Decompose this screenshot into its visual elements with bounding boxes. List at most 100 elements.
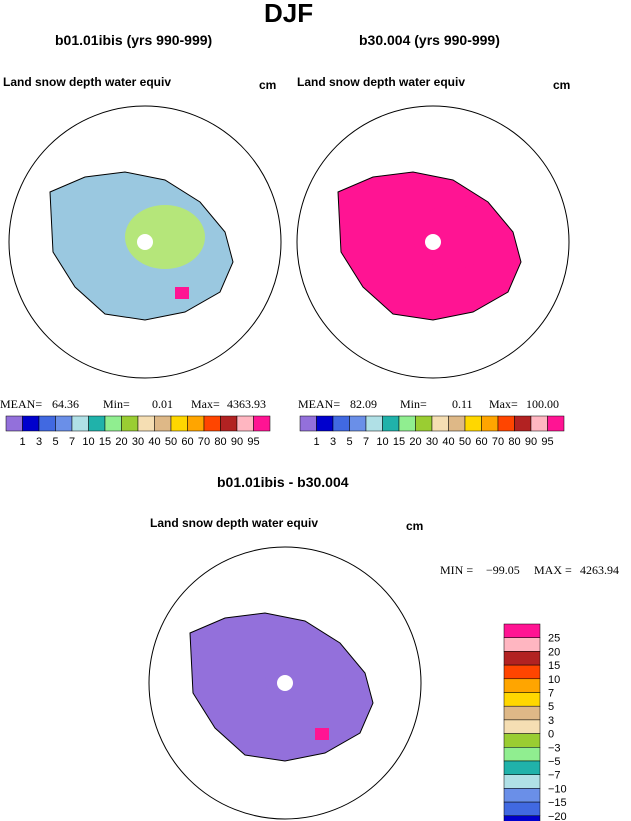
panel1-title: b01.01ibis (yrs 990-999) (55, 32, 213, 48)
colorbar3-tick: −7 (548, 770, 561, 782)
panel1-mean: 64.36 (52, 397, 79, 411)
colorbar1-swatch (55, 415, 73, 432)
colorbar2-swatch (514, 415, 532, 432)
colorbar3-tick: 25 (548, 633, 560, 645)
colorbar2-swatch (497, 415, 515, 432)
colorbar2-swatch (431, 415, 449, 432)
colorbar3-swatch (503, 774, 541, 789)
colorbar1-tick: 30 (132, 436, 144, 448)
panel3-max: 4263.94 (580, 563, 619, 577)
map-boundary-1 (8, 105, 282, 379)
colorbar1-tick: 1 (19, 436, 25, 448)
colorbar2-swatch (299, 415, 317, 432)
colorbar2-tick: 5 (346, 436, 352, 448)
colorbar1-swatch (104, 415, 122, 432)
colorbar1-swatch (71, 415, 89, 432)
colorbar2-swatch (398, 415, 416, 432)
map-boundary-2 (296, 105, 570, 379)
panel1-max-label: Max= (191, 397, 220, 411)
colorbar3-swatch (503, 637, 541, 652)
colorbar1-tick: 90 (231, 436, 243, 448)
panel2-mean: 82.09 (350, 397, 377, 411)
colorbar2-tick: 95 (541, 436, 553, 448)
colorbar2-tick: 40 (442, 436, 454, 448)
colorbar3-tick: 20 (548, 646, 560, 658)
interior-field-2 (413, 205, 493, 269)
colorbar1-swatch (253, 415, 271, 432)
colorbar3-swatch (503, 719, 541, 734)
colorbar2-swatch (547, 415, 565, 432)
colorbar2-tick: 90 (525, 436, 537, 448)
colorbar2-swatch (316, 415, 334, 432)
panel2-units: cm (553, 78, 571, 92)
colorbar2-swatch (415, 415, 433, 432)
colorbar2-swatch (349, 415, 367, 432)
panel3-min: −99.05 (486, 563, 520, 577)
panel1-max: 4363.93 (227, 397, 266, 411)
colorbar1-swatch (5, 415, 23, 432)
colorbar3-swatch (503, 788, 541, 803)
colorbar1-swatch (187, 415, 205, 432)
colorbar3-tick: −20 (548, 811, 567, 821)
colorbar3-swatch (503, 705, 541, 721)
interior-field-3 (265, 646, 345, 710)
colorbar3-tick: 10 (548, 674, 560, 686)
colorbar2-swatch (382, 415, 400, 432)
colorbar2-tick: 7 (363, 436, 369, 448)
panel2-variable: Land snow depth water equiv (297, 75, 466, 89)
colorbar2-tick: 70 (492, 436, 504, 448)
colorbar2-tick: 60 (475, 436, 487, 448)
interior-field-1 (125, 205, 205, 269)
colorbar1-tick: 5 (52, 436, 58, 448)
colorbar2-swatch (448, 415, 466, 432)
panel2-mean-label: MEAN= (298, 397, 341, 411)
colorbar3-swatch (503, 678, 541, 693)
colorbar1-tick: 60 (181, 436, 193, 448)
colorbar3-swatch (503, 651, 541, 666)
colorbar3-tick: 5 (548, 701, 554, 713)
colorbar3-tick: −5 (548, 756, 561, 768)
colorbar3-swatch (503, 760, 541, 775)
colorbar2-tick: 30 (426, 436, 438, 448)
panel2-min: 0.11 (452, 397, 473, 411)
colorbar1-swatch (38, 415, 56, 432)
colorbar3-tick: 7 (548, 688, 554, 700)
colorbar3-swatch (503, 692, 541, 707)
colorbar2-tick: 80 (508, 436, 520, 448)
colorbar2-tick: 10 (376, 436, 388, 448)
panel1-min-label: Min= (103, 397, 130, 411)
colorbar2-swatch (530, 415, 548, 432)
colorbar1-tick: 50 (165, 436, 177, 448)
panel3-units: cm (406, 519, 424, 533)
colorbar1-swatch (170, 415, 188, 432)
pole-2 (425, 234, 441, 250)
panel3-max-label: MAX = (534, 563, 572, 577)
colorbar3-tick: 0 (548, 729, 554, 741)
colorbar2-swatch (332, 415, 350, 432)
colorbar1-tick: 15 (99, 436, 111, 448)
colorbar1-swatch (236, 415, 254, 432)
panel3-min-label: MIN = (440, 563, 474, 577)
colorbar1-tick: 7 (69, 436, 75, 448)
colorbar2-swatch (365, 415, 383, 432)
colorbar1-swatch (22, 415, 40, 432)
hotspot-2 (463, 287, 477, 299)
colorbar2-tick: 15 (393, 436, 405, 448)
pole-3 (277, 675, 293, 691)
colorbar1-swatch (203, 415, 221, 432)
colorbar1-tick: 10 (82, 436, 94, 448)
colorbar1-swatch (88, 415, 106, 432)
pole-1 (137, 234, 153, 250)
panel3-variable: Land snow depth water equiv (150, 516, 319, 530)
colorbar3-swatch (503, 801, 541, 817)
colorbar2-tick: 3 (330, 436, 336, 448)
map-boundary-3 (148, 546, 422, 820)
colorbar3-swatch (503, 623, 541, 638)
colorbar3-tick: −10 (548, 783, 567, 795)
hotspot-3 (315, 728, 329, 740)
colorbar2-tick: 1 (313, 436, 319, 448)
colorbar3-tick: −15 (548, 797, 567, 809)
colorbar3-swatch (503, 815, 541, 821)
colorbar1-tick: 70 (198, 436, 210, 448)
